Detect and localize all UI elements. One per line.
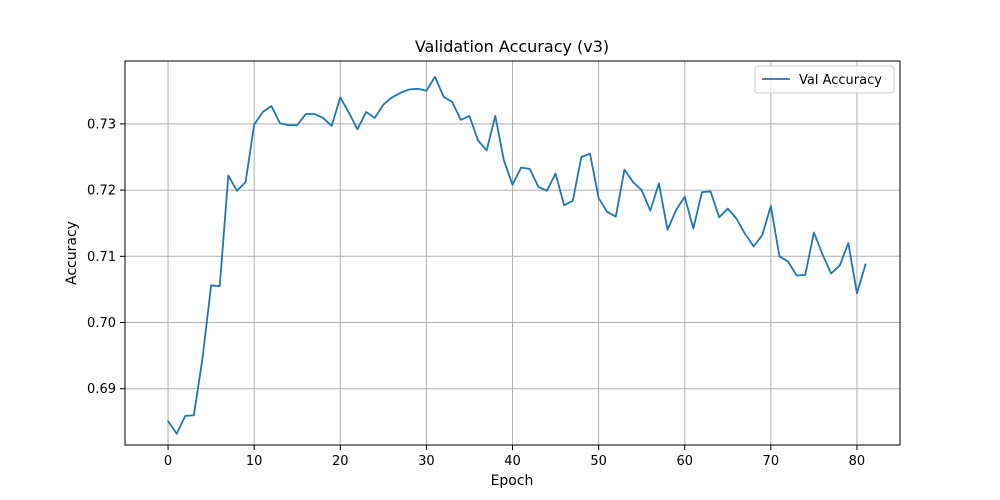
x-tick-label: 60	[676, 454, 693, 469]
legend: Val Accuracy	[754, 65, 895, 94]
x-tick-label: 10	[246, 454, 263, 469]
legend-box	[754, 65, 895, 94]
y-tick-label: 0.69	[87, 382, 116, 397]
x-tick-label: 70	[763, 454, 780, 469]
x-tick-label: 30	[418, 454, 435, 469]
x-tick-label: 50	[590, 454, 607, 469]
y-tick-label: 0.71	[87, 250, 116, 265]
legend-label-val-accuracy: Val Accuracy	[799, 73, 882, 88]
x-tick-label: 40	[504, 454, 521, 469]
x-axis-title: Epoch	[491, 473, 534, 489]
y-tick-label: 0.72	[87, 184, 116, 199]
axis-ticks: 0 10 20 30 40 50 60 70 80 0.69 0.70 0.71 0.72 0.73	[87, 117, 865, 469]
x-tick-label: 0	[164, 454, 172, 469]
chart-title: Validation Accuracy (v3)	[415, 37, 609, 56]
grid-lines	[125, 61, 900, 445]
x-tick-label: 20	[332, 454, 349, 469]
y-axis-title: Accuracy	[64, 221, 80, 285]
y-tick-label: 0.73	[87, 117, 116, 132]
y-tick-label: 0.70	[87, 316, 116, 331]
plot-frame	[124, 60, 901, 446]
series-line-val-accuracy	[167, 75, 867, 435]
x-tick-label: 80	[849, 454, 866, 469]
